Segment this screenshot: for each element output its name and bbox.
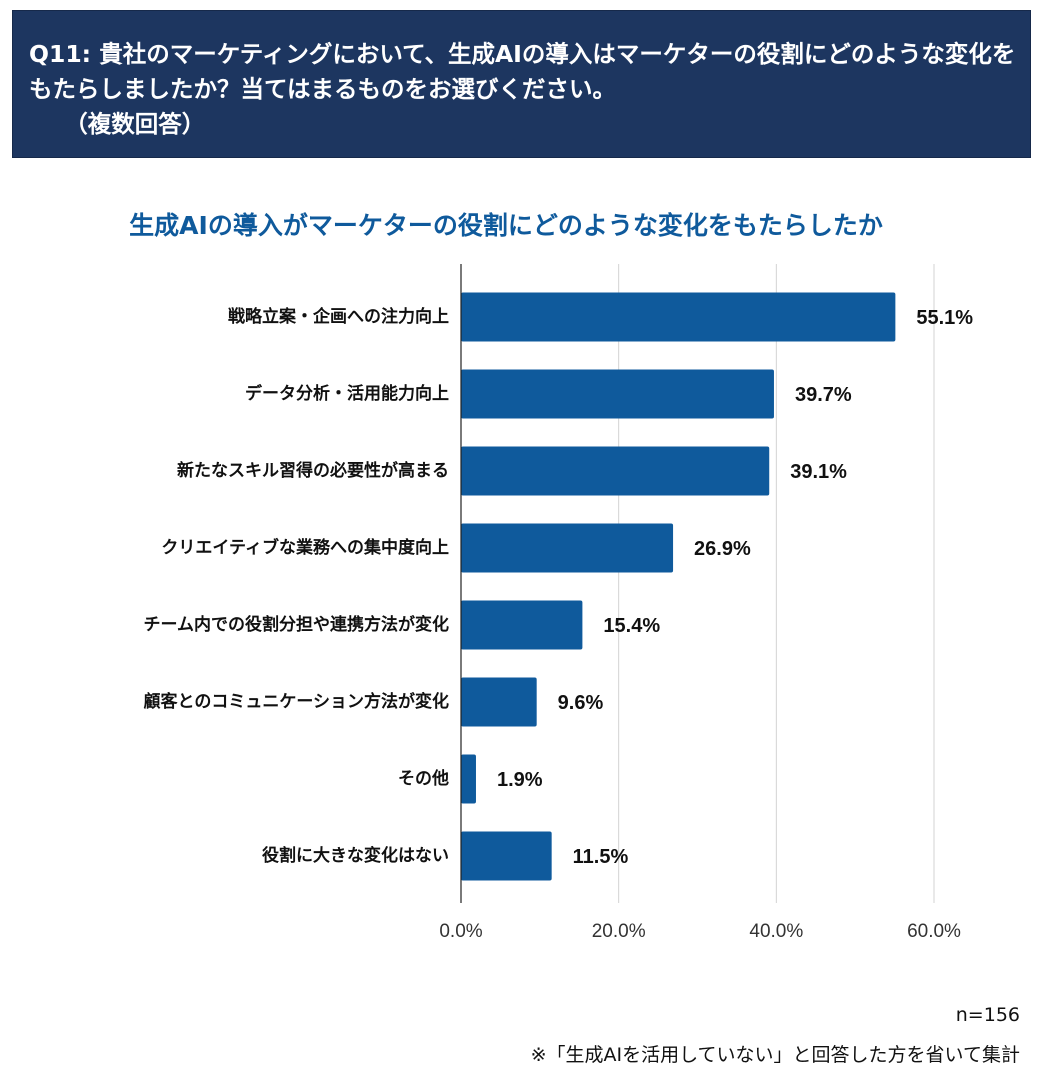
value-label: 55.1% <box>916 307 973 329</box>
category-label: その他 <box>398 768 449 789</box>
sample-size: n=156 <box>955 1004 1020 1026</box>
x-tick-label: 60.0% <box>907 921 961 942</box>
value-label: 1.9% <box>497 769 543 791</box>
bar <box>461 677 537 727</box>
value-label: 15.4% <box>603 615 660 637</box>
bar <box>461 600 583 650</box>
bar <box>461 831 552 881</box>
category-label: データ分析・活用能力向上 <box>245 383 449 404</box>
category-label: 戦略立案・企画への注力向上 <box>228 306 449 327</box>
bar <box>461 754 476 804</box>
x-tick-label: 0.0% <box>439 921 482 942</box>
question-header: Q11: 貴社のマーケティングにおいて、生成AIの導入はマーケターの役割にどのよ… <box>12 10 1031 158</box>
bar <box>461 369 774 419</box>
category-label: 顧客とのコミュニケーション方法が変化 <box>144 691 450 712</box>
value-label: 11.5% <box>573 846 629 868</box>
x-tick-label: 20.0% <box>592 921 646 942</box>
x-tick-label: 40.0% <box>749 921 803 942</box>
value-label: 39.1% <box>790 461 847 483</box>
bar <box>461 446 770 496</box>
bar <box>461 523 674 573</box>
value-label: 9.6% <box>558 692 604 714</box>
bar <box>461 292 896 342</box>
chart-title: 生成AIの導入がマーケターの役割にどのような変化をもたらしたか <box>129 211 883 240</box>
question-text: Q11: 貴社のマーケティングにおいて、生成AIの導入はマーケターの役割にどのよ… <box>29 40 1016 138</box>
category-label: チーム内での役割分担や連携方法が変化 <box>144 614 450 635</box>
value-label: 26.9% <box>694 538 751 560</box>
footnote: ※「生成AIを活用していない」と回答した方を省いて集計 <box>530 1044 1020 1066</box>
value-label: 39.7% <box>795 384 852 406</box>
category-label: クリエイティブな業務への集中度向上 <box>161 537 449 558</box>
category-label: 役割に大きな変化はない <box>262 845 449 866</box>
category-label: 新たなスキル習得の必要性が高まる <box>177 460 449 481</box>
